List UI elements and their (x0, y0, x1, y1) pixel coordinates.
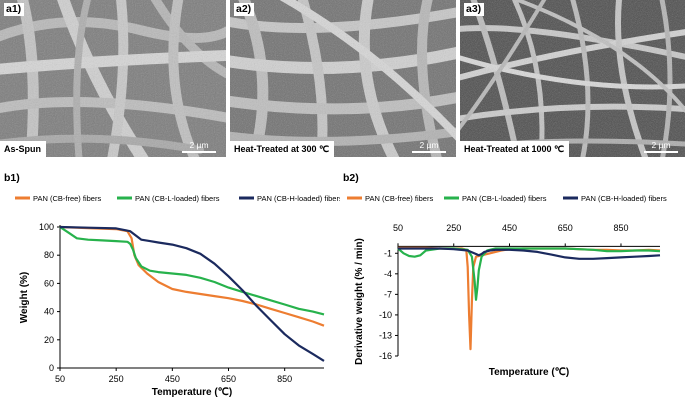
y-tick-label: -10 (379, 310, 392, 320)
scale-bar: 2 µm (412, 140, 446, 153)
scale-bar-line (182, 151, 216, 153)
series-line (398, 246, 661, 351)
scale-bar-line (644, 151, 678, 153)
x-tick-label: 650 (221, 374, 236, 384)
legend-label: PAN (CB-free) fibers (33, 194, 101, 203)
x-axis-title: Temperature (℃) (489, 367, 570, 378)
x-tick-label: 850 (613, 223, 628, 233)
y-tick-label: 20 (44, 335, 54, 345)
series-line (59, 226, 325, 316)
legend-label: PAN (CB-H-loaded) fibers (581, 194, 667, 203)
condition-label: Heat-Treated at 300 ℃ (230, 141, 335, 157)
y-tick-label: -13 (379, 330, 392, 340)
y-tick-label: -16 (379, 351, 392, 361)
y-tick-label: 40 (44, 307, 54, 317)
x-tick-label: 50 (55, 374, 65, 384)
x-tick-label: 450 (502, 223, 517, 233)
y-tick-label: 60 (44, 278, 54, 288)
x-axis-title: Temperature (℃) (152, 387, 233, 398)
scale-bar-label: 2 µm (189, 140, 209, 150)
y-tick-label: 80 (44, 250, 54, 260)
series-line (59, 225, 325, 327)
y-axis-title: Derivative weight (% / min) (354, 238, 365, 365)
scale-bar: 2 µm (644, 140, 678, 153)
series-line (59, 225, 325, 362)
scale-bar-label: 2 µm (651, 140, 671, 150)
panel-tag: a3) (464, 3, 485, 16)
scale-bar-label: 2 µm (419, 140, 439, 150)
x-tick-label: 650 (558, 223, 573, 233)
y-tick-label: -4 (384, 269, 392, 279)
x-tick-label: 450 (165, 374, 180, 384)
series-line (397, 247, 661, 301)
y-tick-label: 0 (49, 363, 54, 373)
panel-tag: a1) (4, 3, 25, 16)
figure-tag-b1: b1) (4, 172, 20, 184)
series-line (398, 247, 661, 260)
sem-panel-300: a2) Heat-Treated at 300 ℃ 2 µm (230, 0, 456, 157)
sem-panel-1000: a3) Heat-Treated at 1000 ℃ 2 µm (460, 0, 685, 157)
sem-texture-300 (230, 0, 456, 157)
scale-bar: 2 µm (182, 140, 216, 153)
y-tick-label: -1 (384, 248, 392, 258)
condition-label: Heat-Treated at 1000 ℃ (460, 141, 570, 157)
tga-chart: PAN (CB-free) fibers PAN (CB-L-loaded) fi… (15, 194, 340, 398)
panel-tag: a2) (234, 3, 255, 16)
x-tick-label: 50 (393, 223, 403, 233)
x-tick-label: 250 (109, 374, 124, 384)
sem-texture-as-spun (0, 0, 226, 157)
scale-bar-line (412, 151, 446, 153)
legend-label: PAN (CB-free) fibers (365, 194, 433, 203)
x-tick-label: 250 (446, 223, 461, 233)
y-tick-label: 100 (39, 222, 54, 232)
legend-label: PAN (CB-L-loaded) fibers (462, 194, 547, 203)
sem-texture-1000 (460, 0, 685, 157)
y-tick-label: -7 (384, 289, 392, 299)
legend-label: PAN (CB-H-loaded) fibers (257, 194, 340, 203)
condition-label: As-Spun (0, 141, 46, 157)
legend-label: PAN (CB-L-loaded) fibers (135, 194, 220, 203)
sem-panel-as-spun: a1) As-Spun 2 µm (0, 0, 226, 157)
y-axis-title: Weight (%) (19, 272, 30, 323)
x-tick-label: 850 (277, 374, 292, 384)
figure-tag-b2: b2) (343, 172, 359, 184)
dtg-chart: PAN (CB-free) fibers PAN (CB-L-loaded) fi… (347, 194, 667, 378)
